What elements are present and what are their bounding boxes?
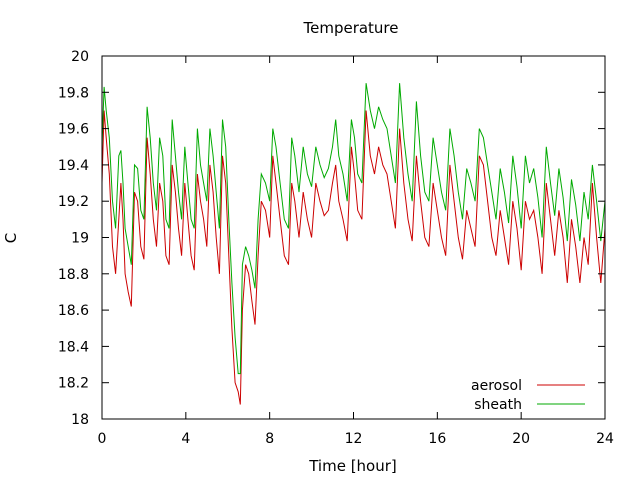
x-tick-label: 12 xyxy=(345,431,363,447)
x-tick-label: 8 xyxy=(265,431,274,447)
series-line-sheath xyxy=(101,83,606,375)
chart-title: Temperature xyxy=(302,19,398,37)
x-tick-label: 24 xyxy=(596,431,614,447)
x-tick-label: 16 xyxy=(428,431,446,447)
y-axis-label: C xyxy=(2,233,20,243)
y-tick-label: 19.2 xyxy=(58,194,89,210)
y-tick-label: 19.8 xyxy=(58,85,89,101)
y-tick-label: 18 xyxy=(71,412,89,428)
x-axis-label: Time [hour] xyxy=(308,457,397,475)
series-line-aerosol xyxy=(101,110,606,405)
legend: aerosol sheath xyxy=(471,378,585,413)
y-tick-label: 19.4 xyxy=(58,158,89,174)
y-tick-label: 18.6 xyxy=(58,303,89,319)
x-tick-label: 20 xyxy=(512,431,530,447)
y-tick-label: 18.2 xyxy=(58,376,89,392)
legend-label-aerosol: aerosol xyxy=(471,378,522,394)
ticks-layer: 0 4 8 12 16 20 24 18 18.2 18.4 18.6 18.8 19 19.2 19.4 1… xyxy=(58,49,614,447)
y-tick-label: 19 xyxy=(71,231,89,247)
legend-label-sheath: sheath xyxy=(474,397,522,413)
plot-frame xyxy=(101,55,606,420)
y-tick-label: 18.4 xyxy=(58,339,89,355)
x-tick-label: 0 xyxy=(98,431,107,447)
series-layer xyxy=(101,83,606,405)
y-tick-label: 18.8 xyxy=(58,267,89,283)
x-tick-label: 4 xyxy=(181,431,190,447)
y-tick-label: 19.6 xyxy=(58,122,89,138)
y-tick-label: 20 xyxy=(71,49,89,65)
